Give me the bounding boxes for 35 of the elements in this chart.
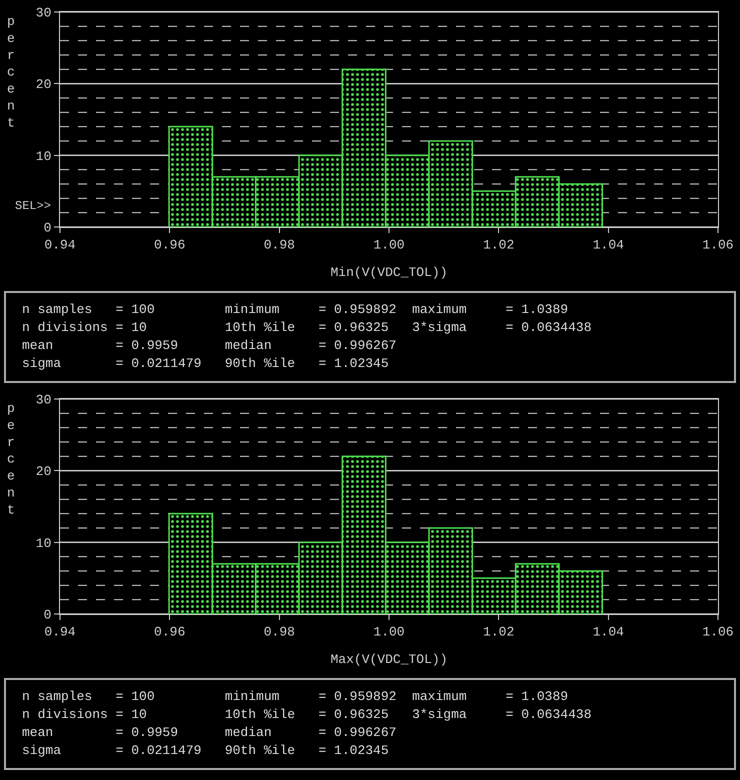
text: SEL>> bbox=[15, 199, 52, 213]
text: n divisions = 10 10th %ile = 0.96325 3*sigma = 0.0634438 bbox=[22, 706, 592, 724]
x-tick-label: 1.04 bbox=[592, 238, 624, 253]
y-tick-label: 10 bbox=[36, 536, 52, 551]
text: mean = 0.9959 median = 0.996267 bbox=[22, 724, 398, 742]
text: n divisions = 10 10th %ile = 0.96325 3*sigma = 0.0634438 bbox=[22, 319, 592, 337]
x-tick-label: 0.98 bbox=[264, 624, 295, 640]
y-tick-label: 30 bbox=[36, 6, 52, 21]
text: mean = 0.9959 median = 0.996267 bbox=[22, 337, 398, 355]
text: n samples = 100 minimum = 0.959892 maximum = 1.0389 bbox=[22, 301, 570, 319]
x-tick-label: 0.94 bbox=[44, 624, 76, 640]
x-tick-label: 1.02 bbox=[483, 238, 514, 253]
y-axis-title: percent bbox=[7, 401, 15, 518]
text: n samples = 100 minimum = 0.959892 maximum = 1.0389 bbox=[22, 688, 570, 706]
x-tick-label: 1.00 bbox=[373, 238, 405, 253]
y-tick-label: 20 bbox=[36, 464, 52, 480]
y-tick-label: 0 bbox=[44, 220, 52, 236]
x-axis-title: Max(V(VDC_TOL)) bbox=[330, 652, 448, 667]
x-tick-label: 1.06 bbox=[702, 624, 734, 640]
y-tick-label: 0 bbox=[44, 608, 52, 623]
x-tick-label: 1.02 bbox=[483, 624, 514, 640]
text: sigma = 0.0211479 90th %ile = 1.02345 bbox=[22, 355, 390, 373]
x-tick-label: 0.96 bbox=[154, 624, 186, 640]
y-tick-label: 20 bbox=[36, 77, 52, 92]
y-tick-label: 30 bbox=[36, 392, 52, 408]
x-tick-label: 1.06 bbox=[702, 238, 734, 253]
x-tick-label: 1.00 bbox=[373, 624, 405, 640]
x-tick-label: 0.96 bbox=[154, 238, 186, 253]
y-axis-title: percent bbox=[7, 14, 15, 130]
x-tick-label: 1.04 bbox=[592, 624, 624, 640]
x-tick-label: 0.98 bbox=[264, 238, 295, 253]
x-tick-label: 0.94 bbox=[44, 238, 76, 253]
x-axis-title: Min(V(VDC_TOL)) bbox=[330, 265, 448, 280]
y-tick-label: 10 bbox=[36, 148, 52, 164]
text: sigma = 0.0211479 90th %ile = 1.02345 bbox=[22, 742, 390, 760]
